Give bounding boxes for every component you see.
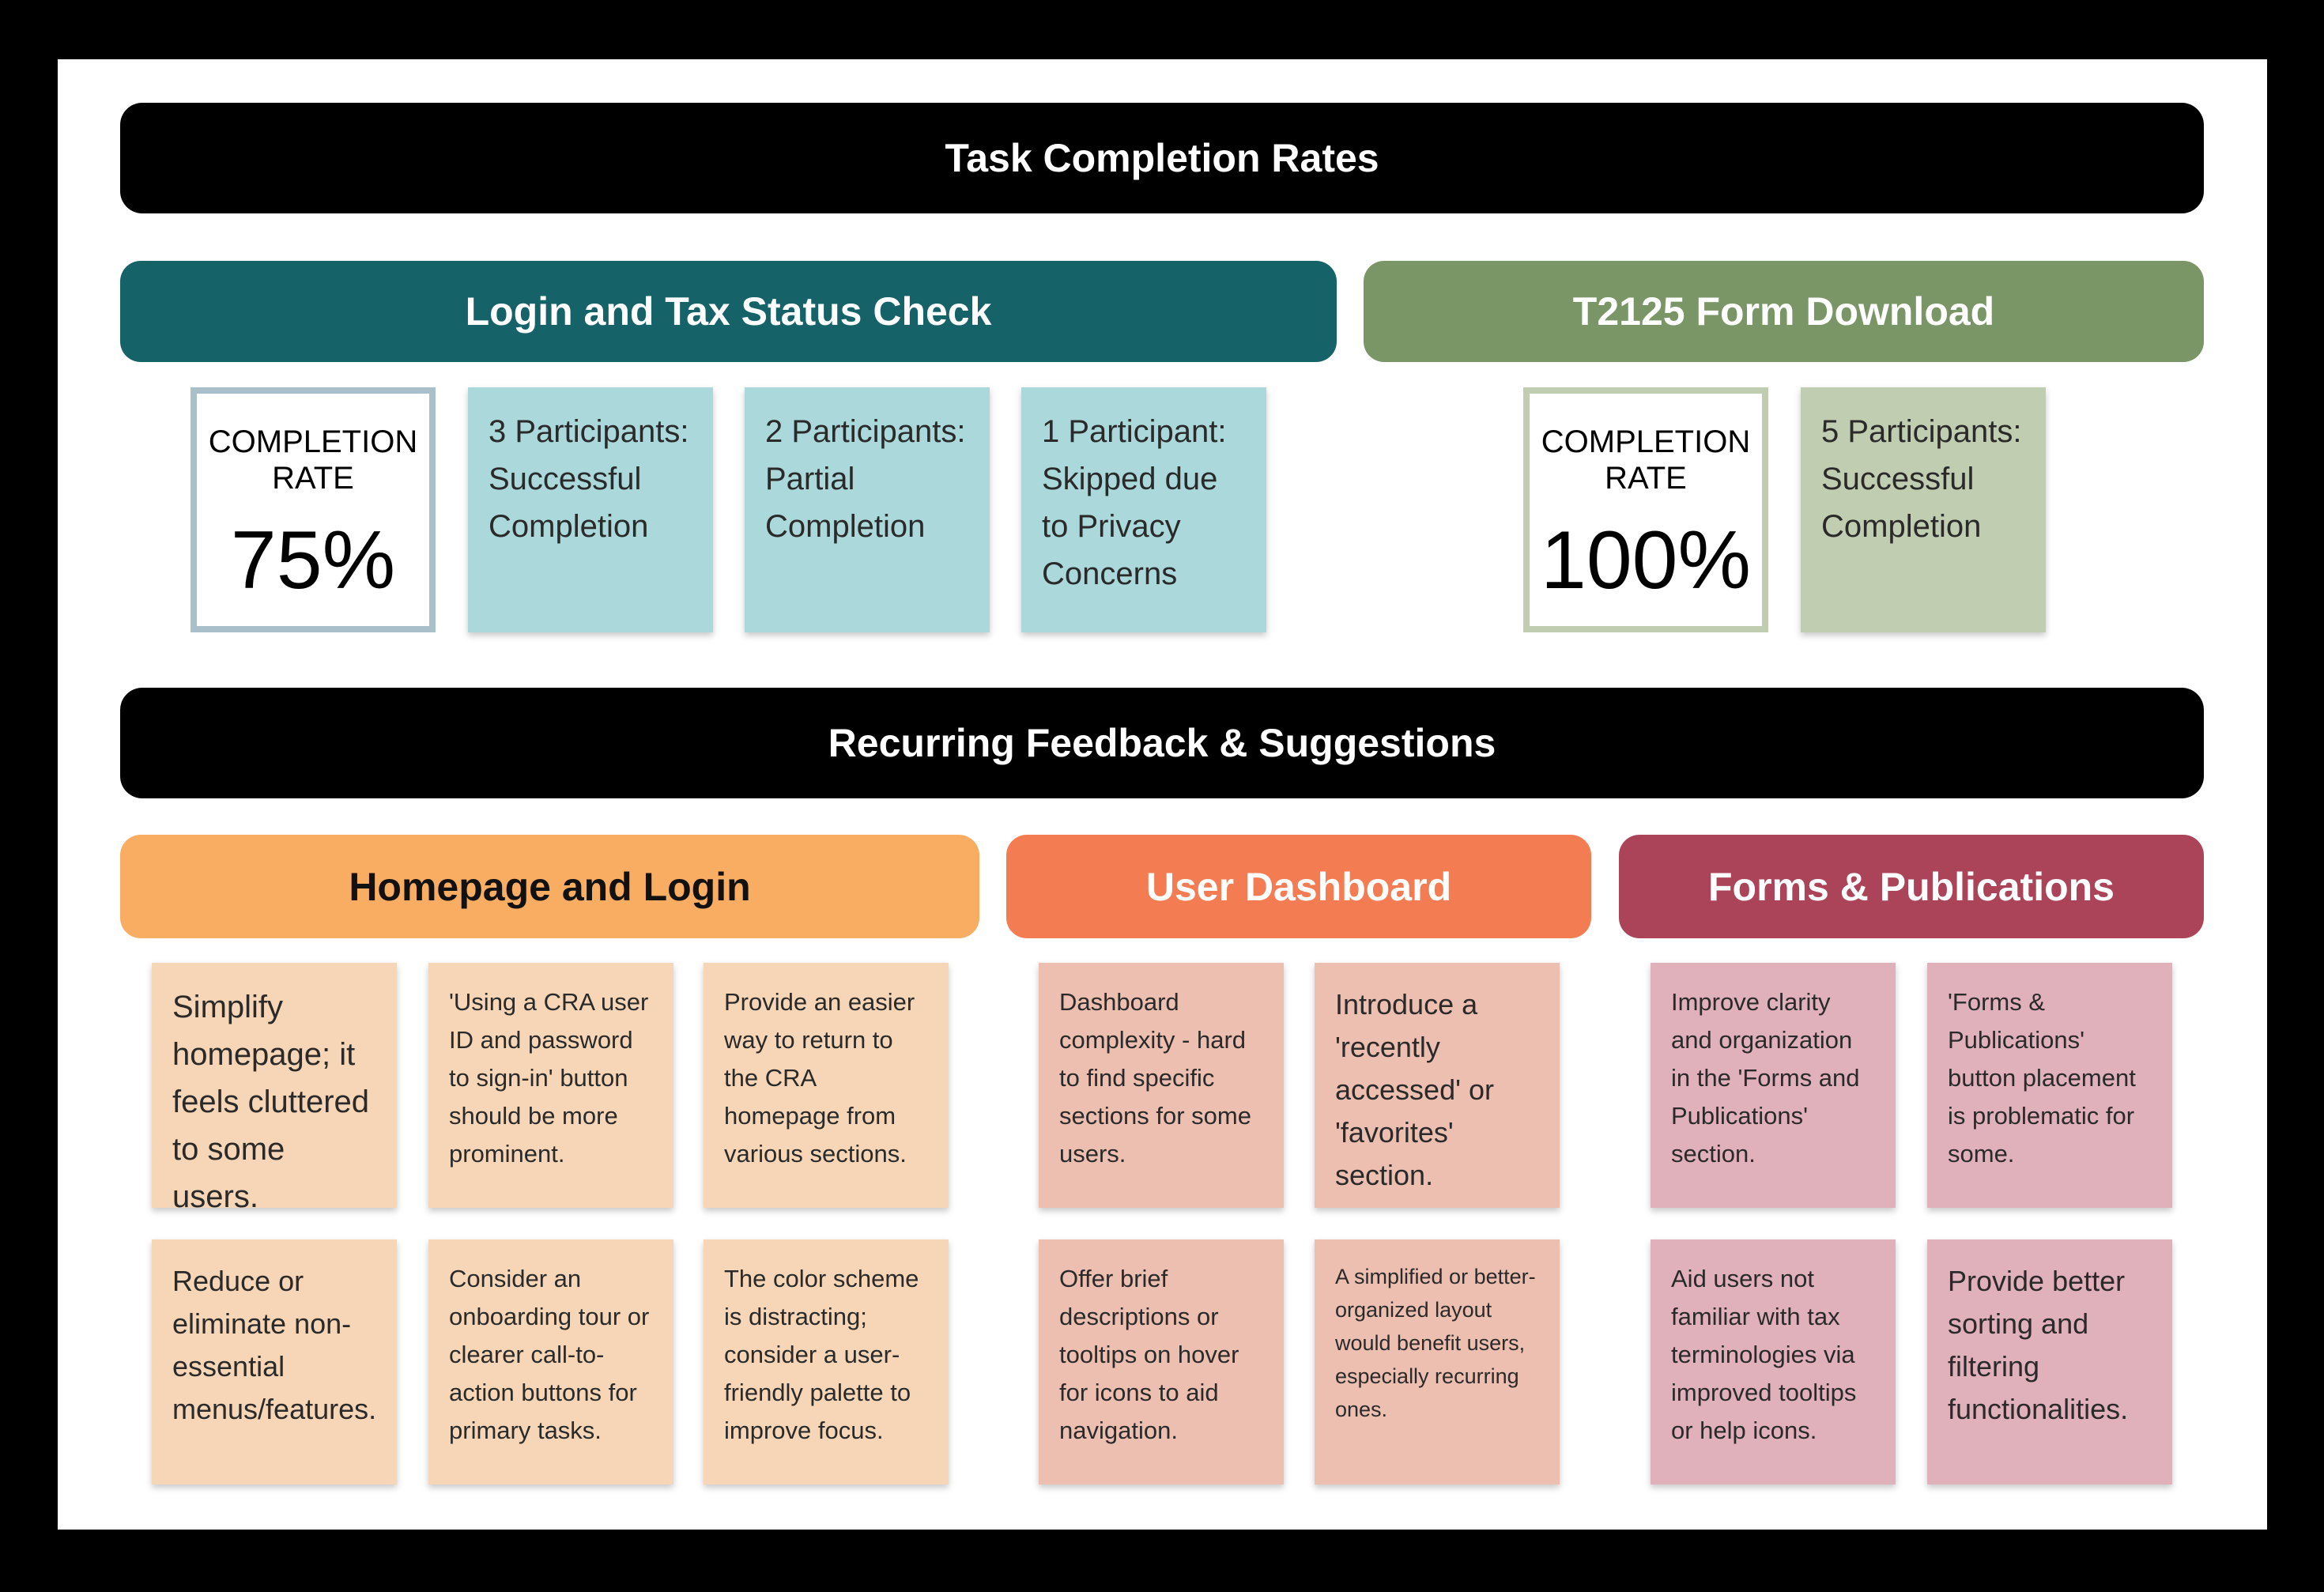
- login-completion-rate-box: COMPLETION RATE 75%: [191, 387, 436, 632]
- feedback-note: 'Using a CRA user ID and password to sig…: [428, 963, 673, 1208]
- completion-rate-label: COMPLETION RATE: [1541, 424, 1751, 496]
- note-text: 'Using a CRA user ID and password to sig…: [449, 988, 649, 1168]
- feedback-note: Dashboard complexity - hard to find spec…: [1039, 963, 1284, 1208]
- whiteboard: Task Completion Rates Login and Tax Stat…: [58, 59, 2267, 1530]
- homepage-login-title: Homepage and Login: [349, 864, 751, 909]
- participant-card-text: 1 Participant: Skipped due to Privacy Co…: [1042, 414, 1227, 591]
- feedback-title: Recurring Feedback & Suggestions: [828, 721, 1496, 765]
- completion-rate-value: 75%: [230, 515, 396, 606]
- feedback-note: Provide an easier way to return to the C…: [704, 963, 949, 1208]
- note-text: Introduce a 'recently accessed' or 'favo…: [1335, 988, 1494, 1191]
- feedback-note: Simplify homepage; it feels cluttered to…: [152, 963, 397, 1214]
- feedback-note: 'Forms & Publications' button placement …: [1927, 963, 2172, 1208]
- completion-rate-value: 100%: [1541, 515, 1751, 606]
- note-text: Improve clarity and organization in the …: [1671, 988, 1860, 1168]
- note-text: Provide an easier way to return to the C…: [724, 988, 915, 1168]
- login-participant-card: 2 Participants: Partial Completion: [745, 387, 990, 632]
- feedback-note: Offer brief descriptions or tooltips on …: [1039, 1239, 1284, 1484]
- t2125-section-header: T2125 Form Download: [1364, 261, 2204, 362]
- note-text: Dashboard complexity - hard to find spec…: [1059, 988, 1251, 1168]
- user-dashboard-header: User Dashboard: [1006, 835, 1591, 938]
- t2125-participant-card: 5 Participants: Successful Completion: [1801, 387, 2046, 632]
- feedback-note: Provide better sorting and filtering fun…: [1927, 1239, 2172, 1484]
- feedback-note: Introduce a 'recently accessed' or 'favo…: [1315, 963, 1560, 1208]
- t2125-section-title: T2125 Form Download: [1572, 289, 1995, 334]
- feedback-note: Improve clarity and organization in the …: [1651, 963, 1896, 1208]
- login-section-title: Login and Tax Status Check: [465, 289, 992, 334]
- note-text: 'Forms & Publications' button placement …: [1948, 988, 2136, 1168]
- feedback-note: Consider an onboarding tour or clearer c…: [428, 1239, 673, 1484]
- note-text: Consider an onboarding tour or clearer c…: [449, 1265, 650, 1444]
- feedback-note: Aid users not familiar with tax terminol…: [1651, 1239, 1896, 1484]
- note-text: A simplified or better-organized layout …: [1335, 1265, 1536, 1421]
- login-participant-card: 3 Participants: Successful Completion: [468, 387, 713, 632]
- login-participant-card: 1 Participant: Skipped due to Privacy Co…: [1021, 387, 1266, 632]
- participant-card-text: 5 Participants: Successful Completion: [1821, 414, 2022, 544]
- note-text: Aid users not familiar with tax terminol…: [1671, 1265, 1857, 1444]
- note-text: Simplify homepage; it feels cluttered to…: [172, 990, 370, 1214]
- note-text: Offer brief descriptions or tooltips on …: [1059, 1265, 1239, 1444]
- forms-publications-title: Forms & Publications: [1708, 864, 2115, 909]
- note-text: Reduce or eliminate non-essential menus/…: [172, 1265, 377, 1425]
- feedback-note: The color scheme is distracting; conside…: [704, 1239, 949, 1484]
- task-completion-title: Task Completion Rates: [945, 136, 1379, 180]
- t2125-completion-rate-box: COMPLETION RATE 100%: [1523, 387, 1768, 632]
- feedback-note: Reduce or eliminate non-essential menus/…: [152, 1239, 397, 1484]
- participant-card-text: 3 Participants: Successful Completion: [489, 414, 689, 544]
- login-section-header: Login and Tax Status Check: [120, 261, 1337, 362]
- participant-card-text: 2 Participants: Partial Completion: [765, 414, 966, 544]
- homepage-login-header: Homepage and Login: [120, 835, 979, 938]
- note-text: Provide better sorting and filtering fun…: [1948, 1265, 2129, 1425]
- forms-publications-header: Forms & Publications: [1619, 835, 2204, 938]
- task-completion-banner: Task Completion Rates: [120, 103, 2204, 213]
- feedback-banner: Recurring Feedback & Suggestions: [120, 688, 2204, 798]
- note-text: The color scheme is distracting; conside…: [724, 1265, 919, 1444]
- user-dashboard-title: User Dashboard: [1145, 864, 1452, 909]
- feedback-note: A simplified or better-organized layout …: [1315, 1239, 1560, 1484]
- completion-rate-label: COMPLETION RATE: [208, 424, 418, 496]
